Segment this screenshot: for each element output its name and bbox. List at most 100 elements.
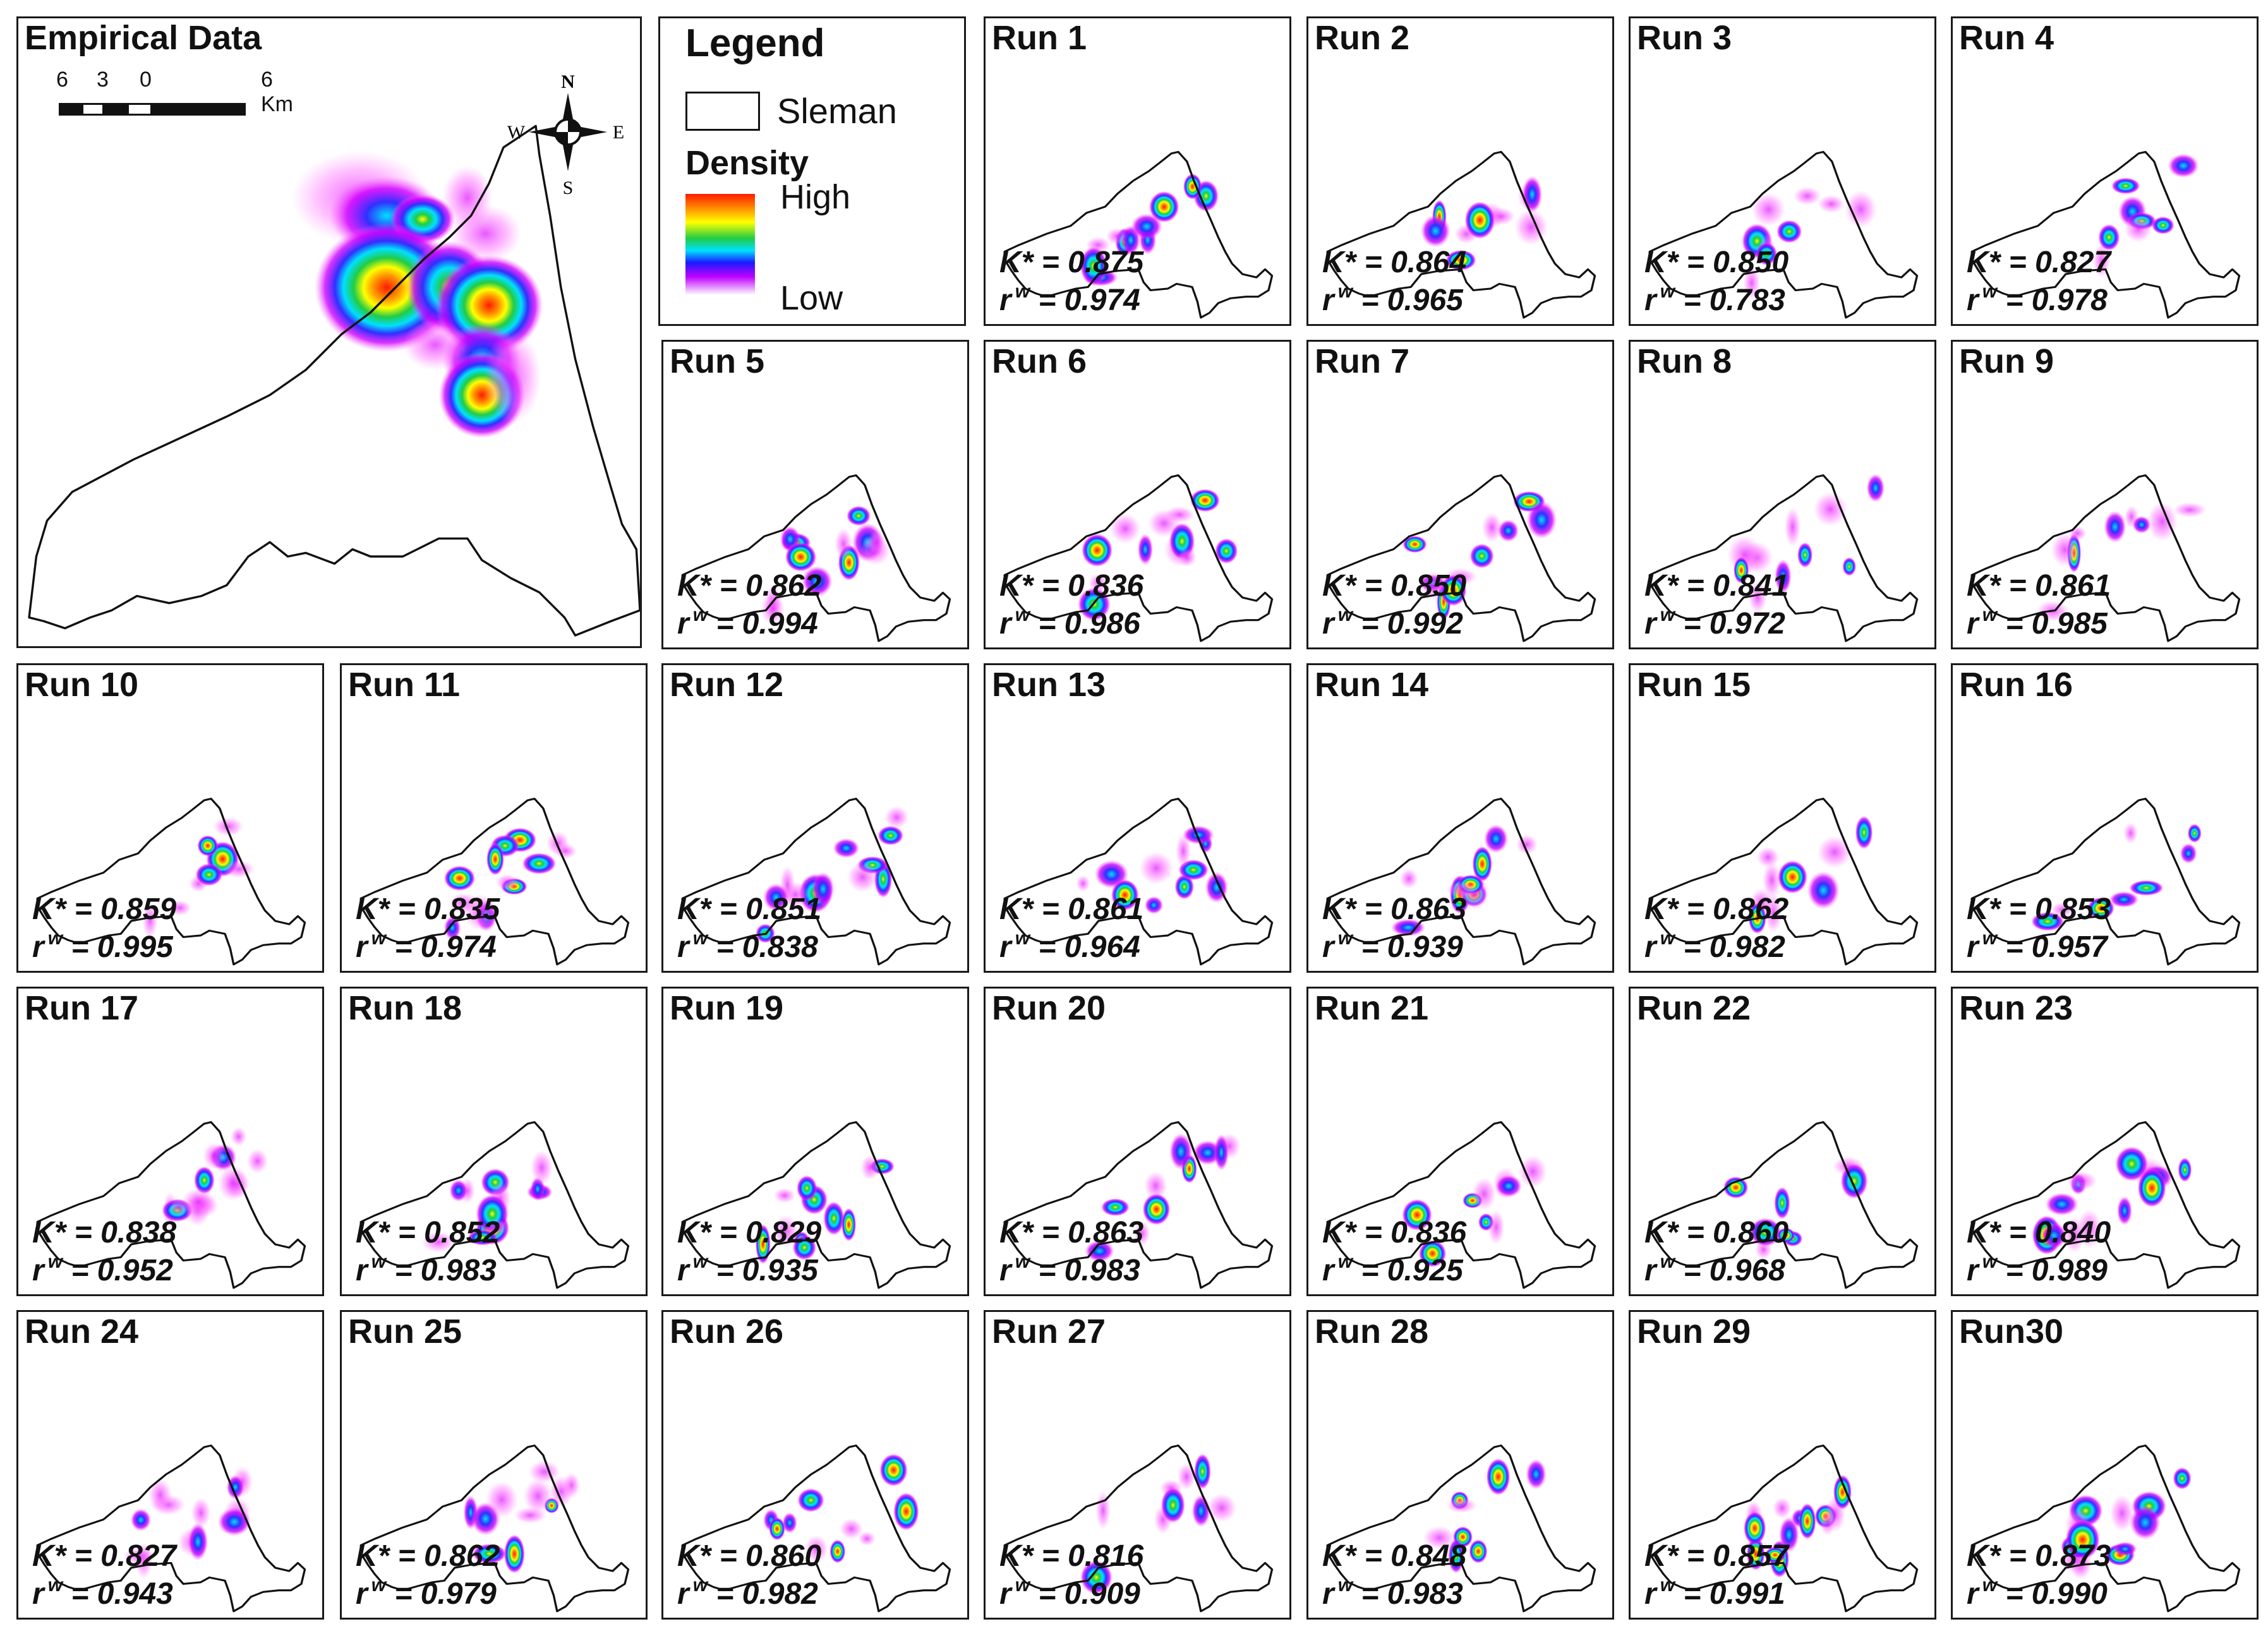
kappa-label: K* = <box>1644 1539 1704 1573</box>
rw-label: r <box>1967 284 1979 317</box>
run-map <box>1326 150 1596 319</box>
rw-superscript: w <box>47 928 63 949</box>
rw-label: r <box>1644 930 1656 964</box>
rw-superscript: w <box>1660 928 1675 949</box>
density-hotspot <box>782 1512 797 1534</box>
kappa-label: K* = <box>1322 1216 1382 1249</box>
density-hotspot <box>1161 1487 1186 1524</box>
run-title: Run 12 <box>670 666 784 704</box>
density-hotspot <box>1497 519 1519 543</box>
density-hotspot <box>1488 1210 1505 1245</box>
rw-label: r <box>677 1254 689 1287</box>
density-hotspot <box>148 1478 172 1512</box>
kappa-stat: K* = 0.857 <box>1644 1539 1788 1573</box>
run-title: Run 3 <box>1637 19 1732 57</box>
density-hotspot <box>797 1488 824 1513</box>
density-hotspot <box>1518 1155 1547 1189</box>
density-hotspot <box>1748 580 1767 614</box>
rw-superscript: w <box>1982 1575 1998 1596</box>
rw-label: r <box>1644 607 1656 641</box>
density-hotspot <box>1101 1198 1130 1217</box>
kappa-label: K* = <box>999 246 1059 279</box>
rw-value: 0.983 <box>1387 1577 1463 1611</box>
density-hotspot <box>1169 1133 1193 1170</box>
kappa-value: 0.835 <box>424 893 500 926</box>
density-hotspot <box>1190 488 1221 512</box>
density-hotspot <box>1076 875 1090 892</box>
run-map <box>1326 474 1596 642</box>
run-title: Run 20 <box>992 989 1106 1027</box>
run-title: Run 28 <box>1315 1313 1429 1350</box>
rw-label: r <box>1967 930 1979 964</box>
rw-value: 0.974 <box>420 930 497 964</box>
kappa-stat: K* = 0.840 <box>1967 1215 2111 1250</box>
density-hotspot <box>2045 1193 2078 1216</box>
rw-value: 0.989 <box>2031 1254 2108 1287</box>
density-hotspot <box>2132 515 2151 534</box>
density-hotspot <box>1448 1538 1464 1573</box>
density-hotspot <box>1214 538 1238 564</box>
run-map <box>1970 1444 2241 1613</box>
density-hotspot <box>2173 502 2207 517</box>
run-map <box>1970 1121 2241 1289</box>
run-map <box>1003 1444 1274 1613</box>
kappa-stat: K* = 0.850 <box>1322 568 1466 603</box>
rw-label: r <box>356 1254 368 1287</box>
density-hotspot <box>1464 201 1495 239</box>
density-hotspot <box>1844 190 1877 229</box>
rw-superscript: w <box>1015 928 1030 949</box>
density-hotspot <box>1193 1453 1211 1489</box>
density-hotspot <box>1793 186 1821 206</box>
rw-label: r <box>356 930 368 964</box>
density-hotspot <box>1446 881 1478 898</box>
density-hotspot <box>801 565 833 597</box>
rw-superscript: w <box>1337 604 1353 625</box>
rw-equals: = <box>71 930 89 964</box>
kappa-stat: K* = 0.860 <box>1644 1215 1788 1250</box>
empirical-map <box>28 124 640 637</box>
rw-label: r <box>1644 1577 1656 1611</box>
rw-label: r <box>999 284 1011 317</box>
rw-superscript: w <box>47 1251 63 1272</box>
density-hotspot <box>2173 1467 2192 1490</box>
rw-equals: = <box>1683 607 1701 641</box>
density-hotspot <box>1774 1186 1790 1220</box>
run-map <box>1970 474 2241 642</box>
density-hotspot <box>761 592 785 625</box>
rw-value: 0.986 <box>1064 607 1140 641</box>
kappa-value: 0.829 <box>745 1216 822 1249</box>
kappa-label: K* = <box>32 893 92 926</box>
run-map <box>1326 1444 1596 1613</box>
rw-superscript: w <box>47 1575 63 1596</box>
density-hotspot <box>554 843 577 859</box>
kappa-stat: K* = 0.835 <box>356 892 500 927</box>
run-map <box>1648 1121 1919 1289</box>
density-hotspot <box>839 1518 864 1539</box>
density-hotspot <box>2151 216 2175 234</box>
rw-equals: = <box>2005 1577 2024 1611</box>
rw-label: r <box>32 1254 44 1287</box>
rw-label: r <box>1644 1254 1656 1287</box>
run-title: Run 15 <box>1637 666 1751 704</box>
rw-label: r <box>999 607 1011 641</box>
rw-superscript: w <box>1660 1575 1675 1596</box>
rw-superscript: w <box>1982 281 1998 302</box>
density-color-ramp <box>685 194 755 295</box>
density-hotspot <box>522 853 557 875</box>
run-title: Run 1 <box>992 19 1087 57</box>
density-hotspot <box>1183 173 1202 200</box>
density-hotspot <box>2067 1171 2097 1191</box>
rw-label: r <box>999 1577 1011 1611</box>
